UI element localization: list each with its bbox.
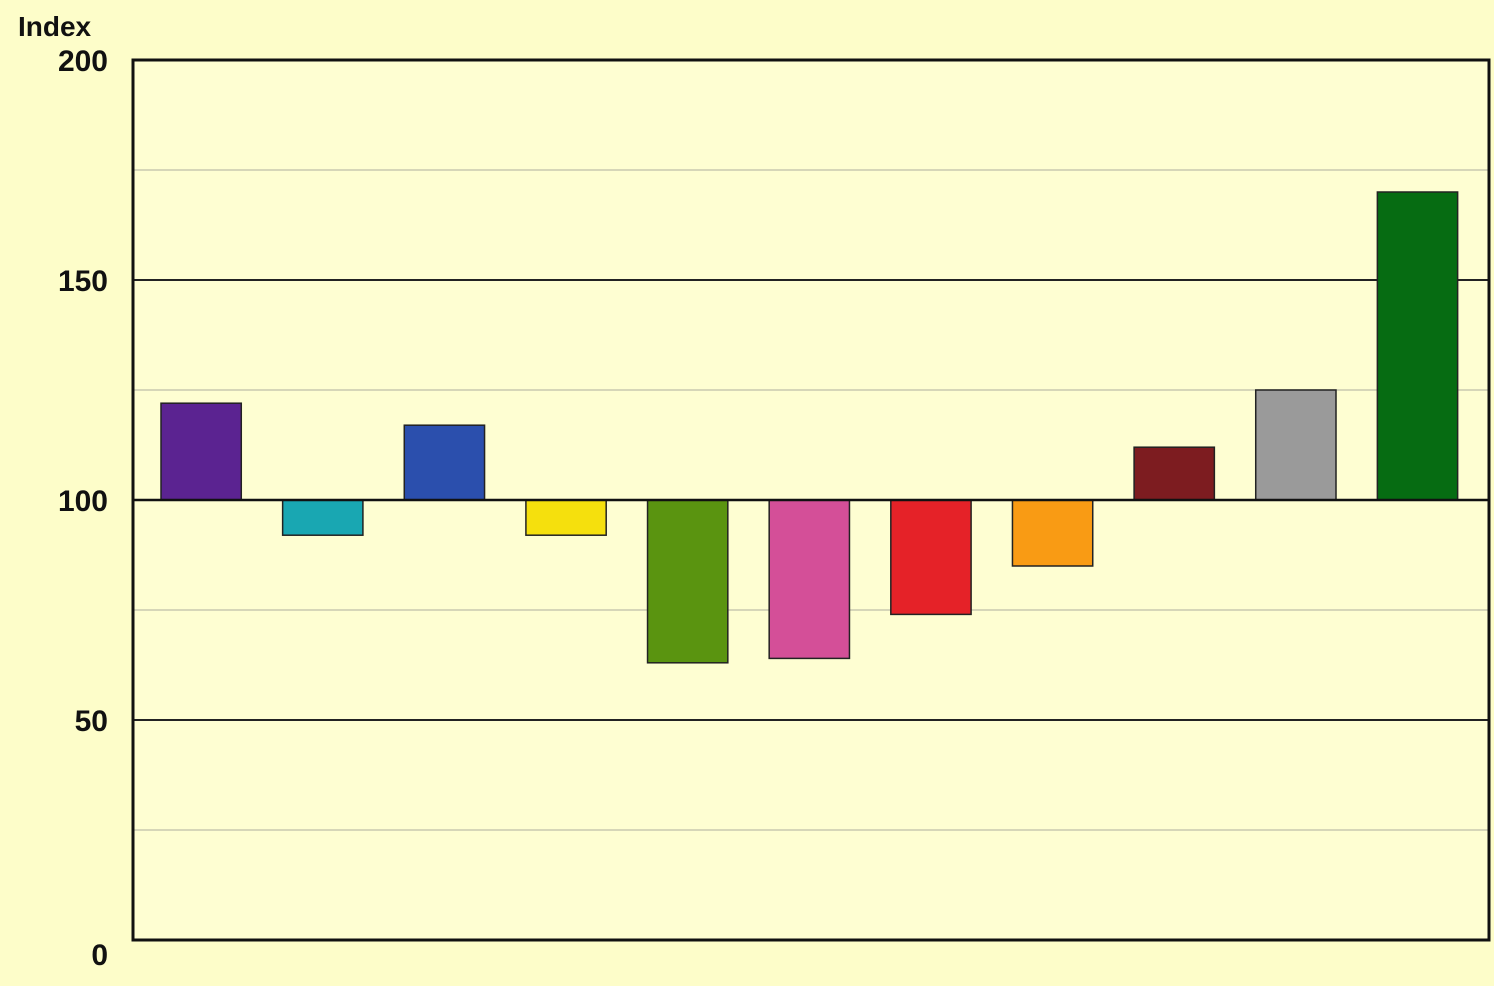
bar-5	[646, 499, 729, 664]
y-tick-label: 100	[58, 485, 108, 518]
bar-10	[1254, 389, 1337, 501]
y-tick-label: 200	[58, 45, 108, 78]
bar-4	[525, 499, 607, 536]
plot-frame	[131, 58, 1491, 942]
bar-7	[890, 499, 972, 616]
bar-11	[1376, 191, 1459, 501]
major-gridlines	[133, 279, 1489, 721]
y-tick-label: 50	[75, 705, 108, 738]
y-axis-label: Index	[18, 11, 92, 42]
bar-9	[1133, 446, 1216, 501]
bar-6	[768, 499, 851, 660]
y-tick-labels: 0 50 100 150 200	[58, 45, 108, 972]
y-tick-label: 150	[58, 265, 108, 298]
bar-1	[160, 402, 243, 501]
bars	[160, 191, 1459, 664]
bar-2	[281, 499, 364, 536]
bar-8	[1011, 499, 1094, 567]
bar-3	[403, 424, 486, 501]
y-tick-label: 0	[91, 939, 108, 972]
